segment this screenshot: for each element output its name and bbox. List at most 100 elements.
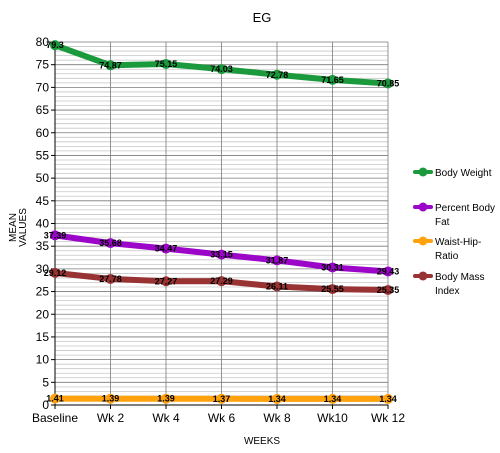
- data-point: [327, 284, 338, 295]
- data-label: 37.39: [44, 230, 67, 240]
- x-tick-label: Baseline: [32, 411, 78, 425]
- data-label: 35.68: [99, 238, 122, 248]
- data-label: 1.34: [379, 394, 397, 404]
- data-point: [105, 393, 116, 404]
- y-tick-label: 0: [42, 398, 49, 412]
- data-point: [161, 243, 171, 254]
- y-axis-label-line: MEAN: [8, 213, 19, 242]
- legend-swatch-marker: [418, 236, 428, 246]
- y-tick-label: 60: [36, 126, 50, 140]
- series-1: 37.39 35.68 34.47 33.15 31.87 30.31 29.43: [44, 230, 400, 277]
- legend-swatch-marker: [418, 167, 428, 177]
- data-point: [383, 78, 393, 89]
- data-point: [327, 74, 338, 85]
- y-tick-label: 50: [36, 171, 50, 185]
- y-tick-label: 40: [36, 217, 50, 231]
- data-label: 79.3: [46, 40, 64, 50]
- data-label: 27.27: [155, 276, 178, 286]
- data-point: [105, 273, 116, 284]
- data-point: [383, 284, 393, 295]
- data-point: [272, 69, 282, 80]
- legend-swatch-marker: [418, 202, 428, 212]
- data-label: 34.47: [155, 244, 178, 254]
- y-tick-label: 45: [36, 194, 50, 208]
- legend-label: Fat: [435, 217, 450, 228]
- data-point: [105, 60, 116, 71]
- data-point: [161, 59, 171, 70]
- data-label: 30.31: [321, 262, 344, 272]
- y-tick-label: 5: [42, 375, 49, 389]
- data-label: 1.34: [268, 394, 286, 404]
- data-label: 33.15: [210, 250, 233, 260]
- data-point: [216, 393, 227, 404]
- y-tick-label: 55: [36, 148, 50, 162]
- data-label: 29.12: [44, 268, 67, 278]
- chart-grid: [55, 41, 389, 406]
- y-tick-label: 75: [36, 58, 50, 72]
- y-tick-label: 10: [36, 353, 50, 367]
- series-3: 29.12 27.78 27.27 27.29 26.11 25.55 25.35: [44, 267, 400, 295]
- data-point: [216, 64, 227, 75]
- data-point: [272, 281, 282, 292]
- data-point: [50, 230, 60, 241]
- legend-label: Body Mass: [435, 272, 484, 283]
- data-label: 1.34: [324, 394, 342, 404]
- x-tick-label: Wk 6: [208, 411, 236, 425]
- series-0: 79.3 74.87 75.15 74.03 72.78 71.65 70.85: [46, 40, 400, 89]
- series-2: 1.41 1.39 1.39 1.37 1.34 1.34 1.34: [46, 393, 397, 404]
- y-tick-label: 25: [36, 285, 50, 299]
- data-label: 1.39: [102, 394, 120, 404]
- data-label: 27.29: [210, 276, 233, 286]
- legend-swatch-marker: [418, 271, 428, 281]
- data-label: 74.87: [99, 60, 122, 70]
- legend-label: Index: [435, 286, 459, 297]
- legend-label: Percent Body: [435, 203, 495, 214]
- x-axis-label: WEEKS: [244, 436, 280, 447]
- data-point: [272, 393, 282, 404]
- data-point: [161, 393, 171, 404]
- y-tick-label: 30: [36, 262, 50, 276]
- data-point: [216, 276, 227, 287]
- data-label: 72.78: [266, 70, 289, 80]
- x-tick-label: Wk 8: [263, 411, 291, 425]
- data-label: 75.15: [155, 59, 178, 69]
- data-label: 71.65: [321, 75, 344, 85]
- legend-label: Body Weight: [435, 168, 492, 179]
- data-point: [272, 255, 282, 266]
- data-point: [327, 262, 338, 273]
- x-tick-label: Wk 2: [97, 411, 125, 425]
- data-point: [161, 276, 171, 287]
- y-tick-label: 80: [36, 35, 50, 49]
- legend-label: Waist-Hip-: [435, 237, 481, 248]
- data-label: 29.43: [377, 266, 400, 276]
- x-tick-label: Wk 4: [152, 411, 180, 425]
- data-point: [50, 393, 60, 404]
- data-point: [50, 40, 60, 51]
- data-label: 25.55: [321, 284, 344, 294]
- y-tick-label: 20: [36, 307, 50, 321]
- y-axis-label-line: VALUES: [18, 208, 29, 247]
- legend-item-0: Body Weight: [413, 167, 492, 179]
- data-label: 70.85: [377, 79, 400, 89]
- data-label: 74.03: [210, 64, 233, 74]
- y-tick-label: 70: [36, 80, 50, 94]
- chart-axes: 0 5 10 15 20 25 30 35 40 45 50 55 60 65 70 75 80 Baseline…: [32, 35, 405, 425]
- chart-title: EG: [253, 10, 272, 25]
- data-label: 25.35: [377, 285, 400, 295]
- data-point: [327, 393, 338, 404]
- data-label: 31.87: [266, 255, 289, 265]
- legend-item-3: Body Mass Index: [413, 271, 484, 297]
- data-label: 1.37: [213, 394, 231, 404]
- data-label: 1.39: [157, 394, 175, 404]
- legend-label: Ratio: [435, 251, 459, 262]
- x-tick-label: Wk10: [317, 411, 348, 425]
- data-label: 1.41: [46, 394, 64, 404]
- data-point: [383, 393, 393, 404]
- data-label: 27.78: [99, 274, 122, 284]
- legend-item-1: Percent Body Fat: [413, 202, 495, 228]
- x-tick-label: Wk 12: [371, 411, 405, 425]
- data-point: [50, 267, 60, 278]
- data-label: 26.11: [266, 282, 288, 292]
